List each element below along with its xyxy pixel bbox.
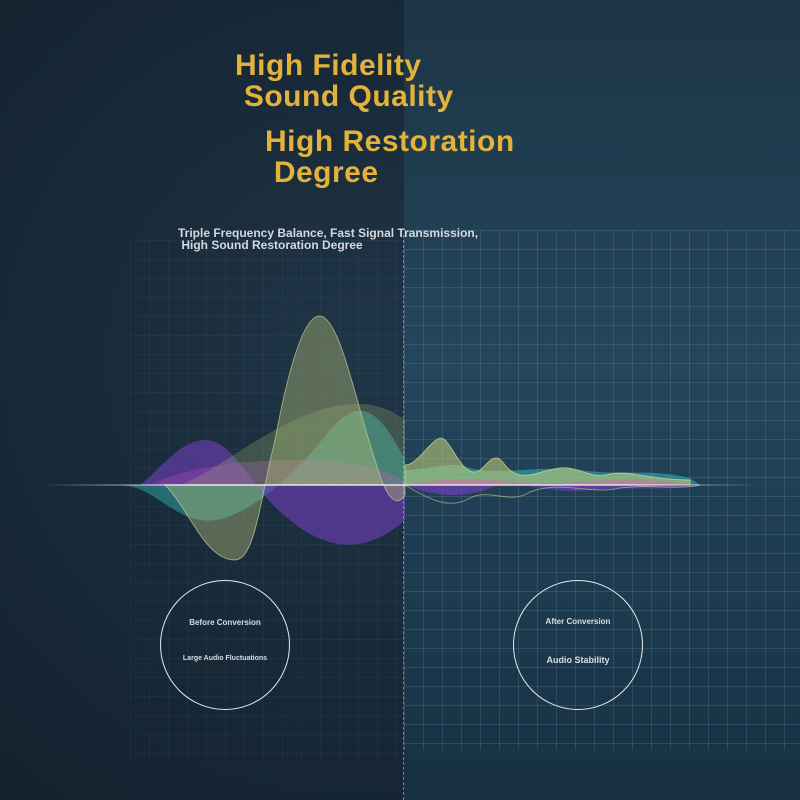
baseline xyxy=(40,484,760,486)
wave-pink-right xyxy=(405,479,700,485)
wave-green-peak xyxy=(163,315,406,561)
before-conversion-circle: Before Conversion Large Audio Fluctuatio… xyxy=(160,580,290,710)
wave-green-hump xyxy=(180,403,405,485)
headline-high-restoration: High Restoration Degree xyxy=(265,125,515,189)
wave-green-right xyxy=(404,437,691,486)
wave-violet-left xyxy=(150,460,405,485)
headline-high-fidelity: High Fidelity Sound Quality xyxy=(235,49,454,113)
divider-line xyxy=(403,235,404,800)
after-conversion-circle: After Conversion Audio Stability xyxy=(513,580,643,710)
subtitle: Triple Frequency Balance, Fast Signal Tr… xyxy=(178,226,479,252)
wave-purple-left xyxy=(140,440,405,545)
wave-green-lower-right xyxy=(404,484,701,504)
after-title: After Conversion xyxy=(545,617,611,626)
before-title: Before Conversion xyxy=(189,618,261,627)
after-description: Audio Stability xyxy=(546,655,610,665)
before-description: Large Audio Fluctuations xyxy=(182,655,268,662)
wave-teal-left xyxy=(120,410,405,521)
